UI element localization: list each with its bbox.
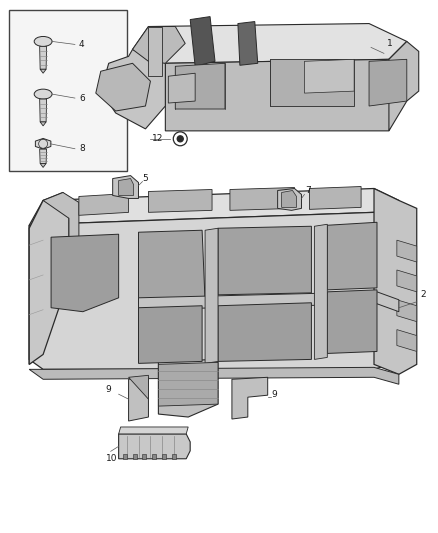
Polygon shape — [397, 300, 417, 321]
Polygon shape — [162, 454, 166, 459]
Bar — [9, 10, 127, 171]
Polygon shape — [168, 73, 195, 103]
Polygon shape — [29, 367, 399, 384]
Polygon shape — [40, 164, 46, 167]
Polygon shape — [96, 63, 150, 111]
Polygon shape — [101, 50, 165, 129]
Text: 10: 10 — [106, 454, 117, 463]
Polygon shape — [133, 27, 185, 63]
Polygon shape — [40, 99, 46, 122]
Polygon shape — [389, 42, 419, 131]
Polygon shape — [119, 427, 188, 434]
Polygon shape — [29, 212, 399, 369]
Polygon shape — [304, 59, 354, 93]
Polygon shape — [190, 17, 215, 66]
Polygon shape — [113, 175, 138, 198]
Polygon shape — [148, 27, 162, 76]
Polygon shape — [35, 139, 51, 149]
Polygon shape — [138, 292, 399, 312]
Polygon shape — [238, 21, 258, 65]
Polygon shape — [314, 224, 327, 359]
Text: 9: 9 — [106, 385, 112, 394]
Polygon shape — [133, 454, 137, 459]
Polygon shape — [397, 240, 417, 262]
Polygon shape — [119, 179, 134, 196]
Polygon shape — [369, 59, 407, 106]
Polygon shape — [327, 222, 377, 290]
Polygon shape — [40, 46, 46, 69]
Polygon shape — [79, 193, 129, 215]
Polygon shape — [218, 303, 311, 361]
Polygon shape — [374, 189, 417, 374]
Text: 8: 8 — [79, 144, 85, 154]
Text: 5: 5 — [142, 174, 148, 183]
Text: 4: 4 — [79, 40, 85, 49]
Polygon shape — [327, 290, 377, 353]
Polygon shape — [129, 377, 148, 421]
Polygon shape — [175, 63, 225, 109]
Text: 9: 9 — [272, 390, 277, 399]
Text: 7: 7 — [305, 186, 311, 195]
Polygon shape — [119, 434, 190, 459]
Polygon shape — [159, 359, 218, 417]
Polygon shape — [43, 192, 79, 275]
Polygon shape — [43, 189, 399, 224]
Polygon shape — [142, 454, 146, 459]
Polygon shape — [29, 192, 69, 365]
Polygon shape — [133, 50, 165, 106]
Polygon shape — [270, 59, 354, 106]
Polygon shape — [138, 306, 202, 364]
Polygon shape — [230, 188, 294, 211]
Polygon shape — [40, 122, 46, 126]
Ellipse shape — [34, 36, 52, 46]
Polygon shape — [138, 230, 205, 304]
Polygon shape — [282, 190, 297, 207]
Polygon shape — [29, 200, 43, 365]
Polygon shape — [148, 190, 212, 212]
Polygon shape — [278, 189, 301, 211]
Polygon shape — [397, 329, 417, 351]
Polygon shape — [205, 228, 218, 364]
Text: 2: 2 — [421, 290, 426, 300]
Text: 12: 12 — [152, 134, 164, 143]
Polygon shape — [159, 362, 218, 406]
Text: 1: 1 — [387, 39, 393, 48]
Polygon shape — [40, 149, 46, 164]
Polygon shape — [172, 454, 176, 459]
Polygon shape — [129, 375, 148, 399]
Polygon shape — [165, 59, 407, 131]
Polygon shape — [232, 377, 268, 419]
Polygon shape — [389, 42, 407, 76]
Polygon shape — [133, 23, 407, 63]
Polygon shape — [51, 234, 119, 312]
Text: 6: 6 — [79, 94, 85, 102]
Circle shape — [177, 136, 183, 142]
Polygon shape — [152, 454, 156, 459]
Polygon shape — [123, 454, 127, 459]
Polygon shape — [40, 69, 46, 73]
Polygon shape — [218, 226, 311, 295]
Polygon shape — [397, 270, 417, 292]
Ellipse shape — [34, 89, 52, 99]
Polygon shape — [309, 187, 361, 209]
